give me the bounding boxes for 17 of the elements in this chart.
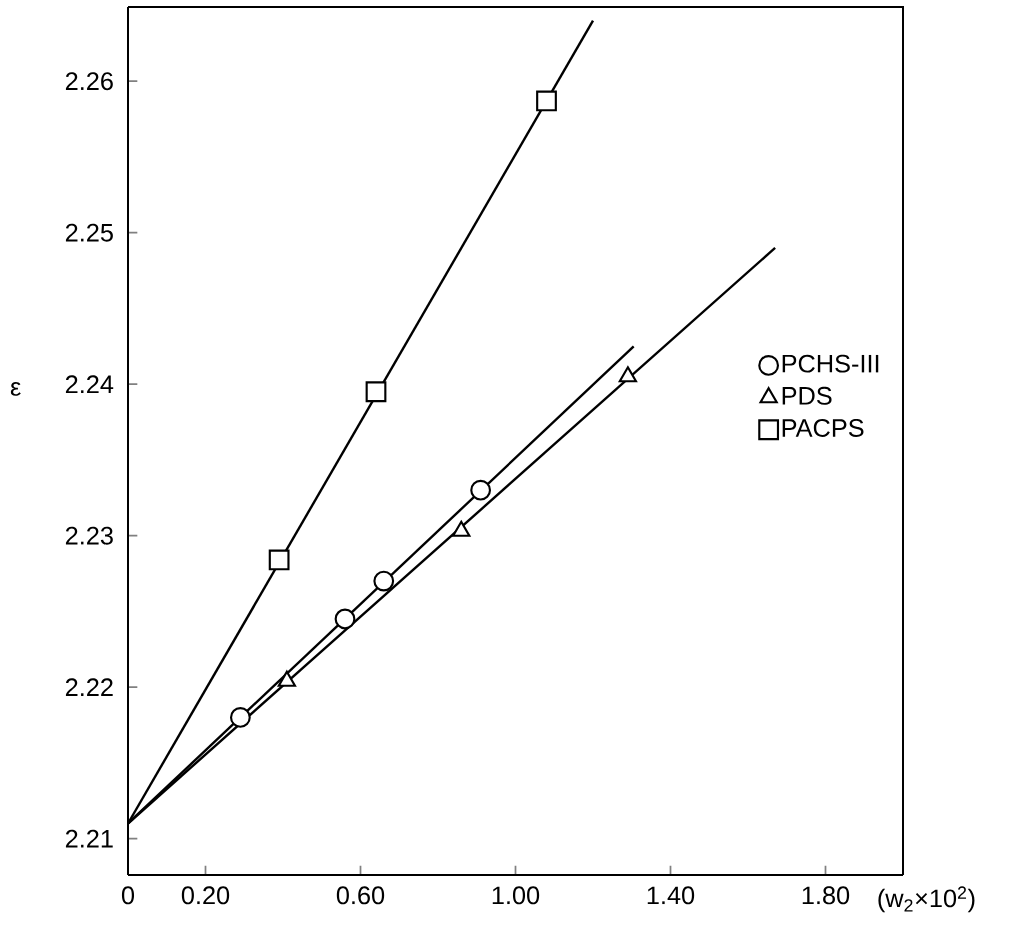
y-tick-label: 2.25 xyxy=(65,223,113,242)
x-tick-label: 0 xyxy=(121,886,135,905)
x-tick-label: 1.00 xyxy=(492,886,540,905)
x-tick-label: 0.60 xyxy=(336,886,385,905)
y-tick-label: 2.21 xyxy=(65,829,113,848)
x-axis-title: (w$_{2}$×10$^{2}$) xyxy=(878,886,975,913)
legend-label: PACPS xyxy=(782,418,864,437)
x-tick-label: 1.40 xyxy=(647,886,695,905)
legend-label: PCHS-III xyxy=(782,354,879,373)
y-axis-title: ε xyxy=(10,381,21,396)
x-tick-label: 1.80 xyxy=(802,886,850,905)
y-tick-label: 2.24 xyxy=(65,375,114,394)
y-tick-label: 2.22 xyxy=(65,678,113,696)
legend-label: PDS xyxy=(782,386,832,405)
x-tick-label: 0.20 xyxy=(181,886,230,905)
y-tick-label: 2.23 xyxy=(65,526,113,545)
y-tick-label: 2.26 xyxy=(65,72,113,91)
